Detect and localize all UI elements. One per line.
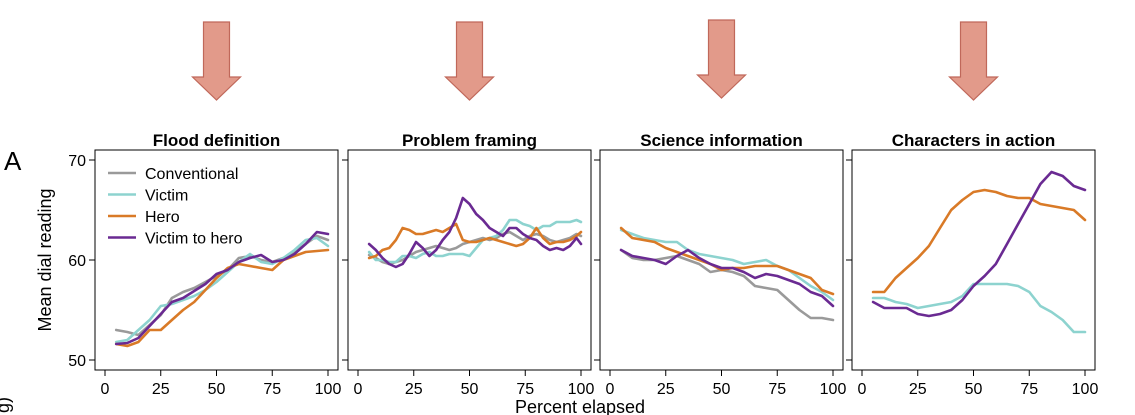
down-arrow-icon (948, 21, 999, 101)
y-tick-label: 60 (68, 253, 86, 270)
panel-title: Characters in action (892, 131, 1055, 150)
panel-4: Characters in action 0 25 50 75 100 (846, 21, 1099, 398)
series-line-hero (114, 248, 330, 348)
down-arrow-icon (696, 19, 747, 99)
plot-frame (851, 149, 1096, 371)
x-axis-label: Percent elapsed (515, 397, 645, 415)
x-tick-label: 0 (354, 381, 363, 398)
series-line-victim-to-hero (871, 170, 1087, 318)
x-tick-label: 0 (858, 381, 867, 398)
x-tick-label: 50 (965, 381, 983, 398)
x-tick-label: 75 (263, 381, 281, 398)
series-line-victim-to-hero (114, 230, 330, 346)
x-tick-label: 50 (208, 381, 226, 398)
series-line-victim (114, 236, 330, 344)
series-line-victim (871, 282, 1087, 334)
legend-label: Victim (145, 188, 188, 205)
series-line-hero (871, 188, 1087, 294)
panel-3: Science information 0 25 50 75 100 (594, 19, 847, 398)
panel-title: Problem framing (402, 131, 537, 150)
down-arrow-icon (191, 21, 242, 101)
x-tick-label: 100 (1072, 381, 1099, 398)
series-line-victim (619, 228, 835, 302)
x-tick-label: 100 (568, 381, 595, 398)
legend: Conventional Victim Hero Victim to hero (108, 166, 243, 248)
x-tick-label: 100 (820, 381, 847, 398)
x-tick-label: 0 (606, 381, 615, 398)
x-tick-label: 75 (516, 381, 534, 398)
legend-label: Hero (145, 209, 180, 226)
panel-2: Problem framing 0 25 50 75 100 (342, 21, 595, 398)
panel-title: Science information (640, 131, 802, 150)
x-tick-label: 50 (713, 381, 731, 398)
down-arrow-icon (444, 21, 495, 101)
x-tick-label: 75 (1020, 381, 1038, 398)
series-line-hero (367, 222, 583, 260)
panel-1: Flood definition 50 60 70 0 25 50 75 100 Conventi… (68, 21, 342, 398)
chart-panels: Flood definition 50 60 70 0 25 50 75 100 Conventi… (68, 19, 1099, 398)
panel-letter: A (4, 146, 22, 176)
x-tick-label: 25 (909, 381, 927, 398)
series-line-victim-to-hero (619, 248, 835, 308)
x-tick-label: 0 (101, 381, 110, 398)
x-tick-label: 25 (405, 381, 423, 398)
y-axis-label: Mean dial reading (35, 188, 55, 331)
y-tick-label: 70 (68, 153, 86, 170)
panel-title: Flood definition (153, 131, 280, 150)
series-line-victim (367, 218, 583, 264)
x-tick-label: 25 (152, 381, 170, 398)
legend-label: Conventional (145, 166, 238, 183)
y-tick-label: 50 (68, 353, 86, 370)
series-line-victim-to-hero (367, 196, 583, 269)
x-tick-label: 25 (657, 381, 675, 398)
x-tick-label: 75 (768, 381, 786, 398)
x-tick-label: 100 (315, 381, 342, 398)
x-tick-label: 50 (461, 381, 479, 398)
legend-label: Victim to hero (145, 231, 243, 248)
cut-off-axis-label: g) (0, 397, 13, 413)
